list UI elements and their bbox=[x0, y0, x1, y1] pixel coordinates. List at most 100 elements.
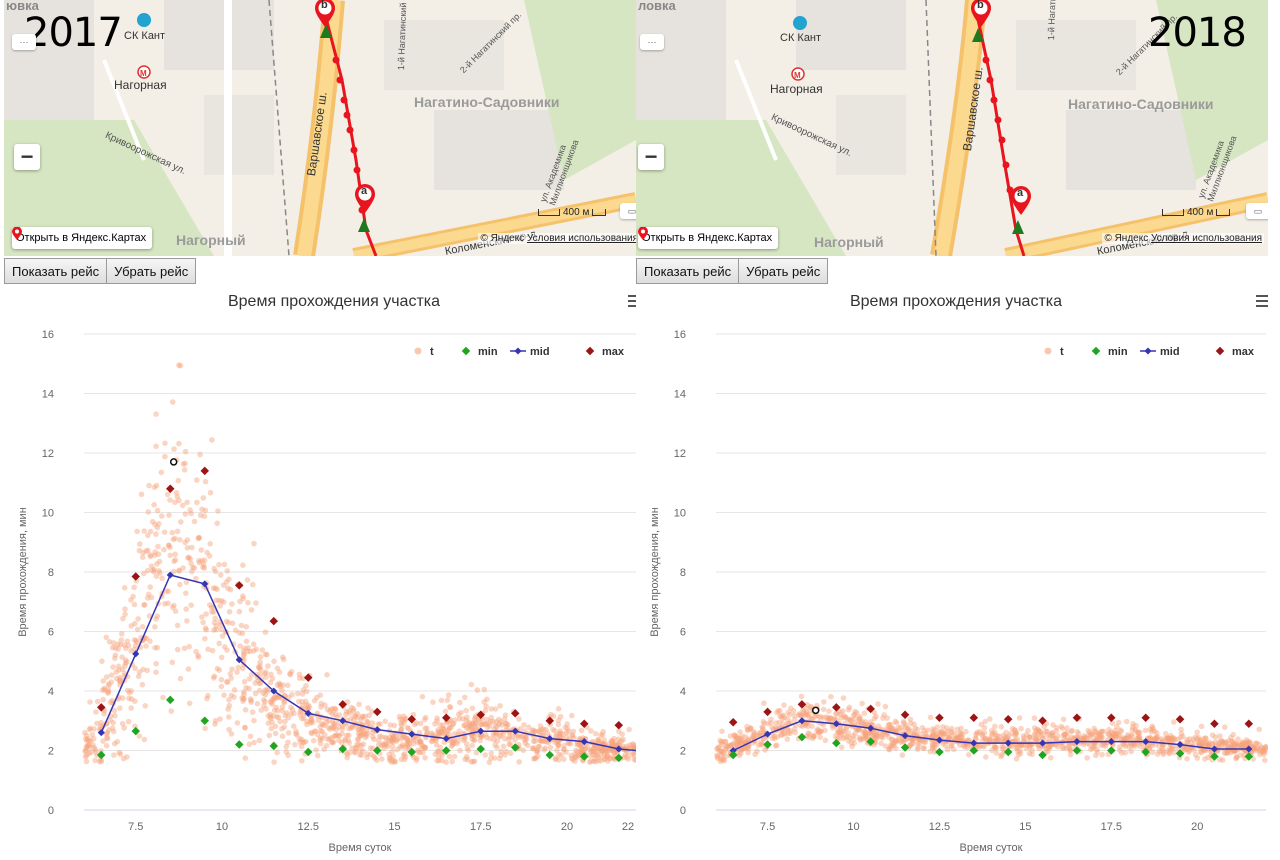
t-point bbox=[420, 743, 427, 750]
t-point bbox=[993, 750, 1000, 756]
show-route-button[interactable]: Показать рейс bbox=[636, 258, 740, 284]
t-point bbox=[228, 675, 234, 681]
t-point bbox=[154, 524, 161, 531]
t-point bbox=[148, 563, 155, 569]
t-point bbox=[914, 740, 921, 747]
open-yandex-maps-link[interactable]: Открыть в Яндекс.Картах bbox=[12, 227, 153, 249]
t-point bbox=[1205, 742, 1211, 749]
map-layers-button[interactable]: ⋯ bbox=[12, 34, 36, 50]
t-point bbox=[846, 704, 853, 711]
t-point bbox=[1112, 735, 1119, 742]
t-point bbox=[298, 736, 305, 742]
t-point bbox=[563, 734, 570, 740]
t-point bbox=[828, 715, 834, 721]
t-point bbox=[1046, 744, 1053, 750]
t-point bbox=[110, 640, 117, 646]
t-point bbox=[83, 744, 90, 751]
zoom-out-button[interactable]: − bbox=[14, 144, 40, 170]
t-point bbox=[187, 556, 193, 562]
t-point bbox=[223, 618, 230, 625]
t-point bbox=[440, 725, 447, 732]
t-point bbox=[195, 652, 201, 659]
t-point bbox=[359, 727, 366, 733]
t-point bbox=[187, 507, 193, 513]
marker-b[interactable]: b bbox=[970, 0, 992, 28]
map-layers-button[interactable]: ⋯ bbox=[640, 34, 664, 50]
t-point-highlighted bbox=[811, 706, 820, 715]
t-point bbox=[1218, 742, 1225, 748]
t-point bbox=[234, 669, 240, 675]
t-point bbox=[147, 552, 154, 558]
t-point bbox=[574, 749, 581, 755]
t-point bbox=[856, 715, 863, 722]
t-point bbox=[247, 696, 254, 702]
t-point bbox=[813, 712, 820, 719]
terms-link[interactable]: Условия использования bbox=[1151, 233, 1262, 244]
t-point bbox=[1216, 756, 1223, 763]
t-point bbox=[816, 728, 823, 735]
t-point bbox=[1163, 735, 1170, 741]
t-point bbox=[437, 722, 444, 728]
chart-menu-icon[interactable] bbox=[1256, 295, 1268, 309]
min-point bbox=[235, 740, 244, 749]
t-point bbox=[133, 637, 139, 644]
t-point bbox=[299, 702, 306, 709]
map-2018[interactable]: M ловка СК Кант Нагорная Нагатино-Садовн… bbox=[636, 0, 1268, 256]
t-point bbox=[211, 565, 217, 572]
show-route-button[interactable]: Показать рейс bbox=[4, 258, 108, 284]
t-point bbox=[890, 740, 897, 747]
t-point bbox=[1000, 732, 1007, 739]
t-point bbox=[930, 726, 936, 732]
t-point bbox=[727, 733, 734, 739]
t-point bbox=[728, 742, 734, 749]
t-point bbox=[946, 735, 953, 742]
zoom-out-button[interactable]: − bbox=[638, 144, 664, 170]
t-point bbox=[1029, 751, 1035, 758]
t-point bbox=[863, 722, 869, 728]
t-point bbox=[1105, 731, 1111, 737]
ruler-button[interactable]: ▭ bbox=[620, 203, 636, 219]
open-yandex-maps-link[interactable]: Открыть в Яндекс.Картах bbox=[638, 227, 779, 249]
t-point bbox=[1256, 748, 1263, 754]
t-point bbox=[1263, 744, 1268, 750]
t-point bbox=[747, 725, 754, 732]
t-point bbox=[240, 695, 247, 702]
t-point bbox=[965, 737, 971, 743]
t-point bbox=[1168, 732, 1174, 739]
chart-menu-icon[interactable] bbox=[628, 295, 636, 309]
t-point bbox=[1228, 738, 1235, 745]
t-point bbox=[336, 712, 343, 718]
t-point bbox=[462, 722, 468, 728]
t-point bbox=[419, 693, 426, 700]
hide-route-button[interactable]: Убрать рейс bbox=[106, 258, 197, 284]
t-point bbox=[243, 685, 249, 691]
map-canvas: M bbox=[4, 0, 636, 256]
t-point bbox=[332, 711, 339, 717]
marker-a[interactable]: a bbox=[354, 184, 376, 214]
t-point bbox=[1043, 745, 1050, 752]
t-point bbox=[1100, 742, 1107, 748]
t-point bbox=[270, 712, 277, 719]
t-point bbox=[304, 705, 311, 712]
map-2017[interactable]: M ювка СК Кант Нагорная Нагатино-Садовни… bbox=[4, 0, 636, 256]
t-point bbox=[1195, 734, 1202, 741]
t-point bbox=[481, 699, 488, 705]
t-point bbox=[422, 714, 429, 721]
t-point bbox=[135, 673, 142, 680]
hide-route-button[interactable]: Убрать рейс bbox=[738, 258, 829, 284]
ruler-button[interactable]: ▭ bbox=[1246, 203, 1268, 219]
marker-b[interactable]: b bbox=[314, 0, 336, 28]
terms-link[interactable]: Условия использования bbox=[527, 233, 636, 244]
t-point bbox=[493, 719, 500, 725]
t-point bbox=[491, 737, 497, 743]
x-tick-label: 17.5 bbox=[1101, 821, 1122, 833]
marker-a[interactable]: a bbox=[1010, 186, 1032, 216]
t-point bbox=[630, 750, 636, 756]
t-point bbox=[964, 744, 971, 751]
t-point bbox=[1100, 728, 1107, 735]
t-point bbox=[124, 638, 131, 644]
t-point bbox=[399, 722, 405, 729]
t-point bbox=[530, 738, 537, 744]
t-point bbox=[806, 714, 812, 721]
t-point bbox=[430, 699, 436, 705]
